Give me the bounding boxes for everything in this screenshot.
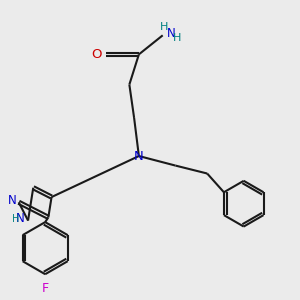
Text: N: N bbox=[134, 149, 144, 163]
Text: H: H bbox=[173, 34, 181, 44]
Text: O: O bbox=[91, 48, 102, 61]
Text: H: H bbox=[160, 22, 169, 32]
Text: N: N bbox=[167, 27, 175, 40]
Text: F: F bbox=[42, 282, 49, 295]
Text: N: N bbox=[8, 194, 16, 207]
Text: N: N bbox=[16, 212, 24, 226]
Text: H: H bbox=[12, 214, 19, 224]
